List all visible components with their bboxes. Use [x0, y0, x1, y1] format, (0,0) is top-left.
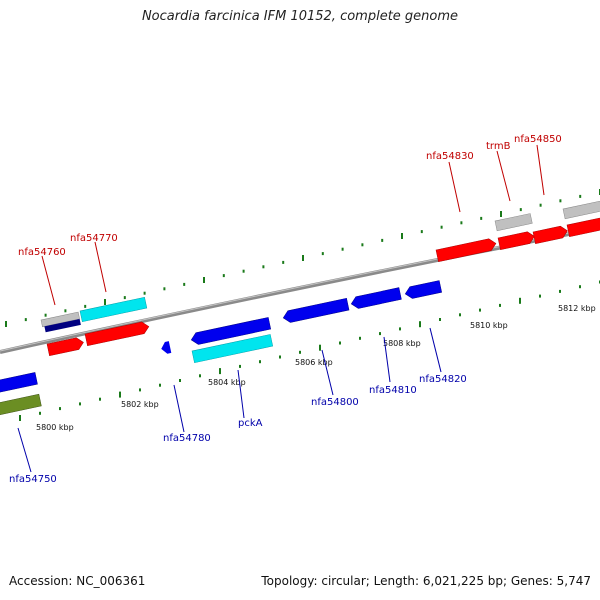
feature-blue-arrow[interactable] [350, 287, 402, 310]
scale-label: 5806 kbp [295, 358, 333, 367]
gene-label-forward[interactable]: trmB [486, 141, 511, 152]
feature-blue-arrow[interactable] [404, 280, 443, 300]
feature-grey[interactable] [494, 213, 533, 232]
feature-cyan[interactable] [191, 334, 274, 364]
feature-grey[interactable] [40, 311, 80, 328]
scale-label: 5802 kbp [121, 400, 159, 409]
scale-label: 5810 kbp [470, 321, 508, 330]
gene-label-forward[interactable]: nfa54770 [70, 233, 118, 244]
gene-label-forward[interactable]: nfa54850 [514, 134, 562, 145]
leader-lines [17, 144, 545, 473]
scale-label: 5800 kbp [36, 423, 74, 432]
feature-blue-arrow[interactable] [282, 297, 350, 323]
accession-label: Accession: NC_006361 [9, 574, 146, 588]
feature-red-arrow[interactable] [46, 337, 85, 357]
feature-navy[interactable] [44, 318, 81, 333]
feature-grey[interactable] [562, 198, 600, 220]
feature-cyan[interactable] [79, 296, 148, 323]
gene-label-reverse[interactable]: nfa54820 [419, 374, 467, 385]
gene-label-reverse[interactable]: nfa54780 [163, 433, 211, 444]
gene-label-forward[interactable]: nfa54830 [426, 151, 474, 162]
scale-labels: 5800 kbp 5802 kbp 5804 kbp 5806 kbp 5808… [36, 304, 596, 432]
forward-tick-row [5, 189, 600, 327]
forward-features [40, 198, 600, 357]
reverse-features [0, 280, 443, 418]
feature-blue-arrow[interactable] [160, 341, 172, 355]
feature-olive[interactable] [0, 393, 42, 418]
scale-label: 5804 kbp [208, 378, 246, 387]
gene-label-reverse[interactable]: nfa54750 [9, 474, 57, 485]
scale-label: 5812 kbp [558, 304, 596, 313]
feature-red-arrow[interactable] [84, 321, 150, 347]
feature-red-arrow[interactable] [497, 231, 536, 251]
genome-summary: Topology: circular; Length: 6,021,225 bp… [261, 574, 591, 588]
gene-label-reverse[interactable]: nfa54800 [311, 397, 359, 408]
feature-blue-arrow[interactable] [190, 317, 272, 345]
gene-label-reverse[interactable]: nfa54810 [369, 385, 417, 396]
feature-blue[interactable] [0, 372, 38, 395]
scale-label: 5808 kbp [383, 339, 421, 348]
gene-label-forward[interactable]: nfa54760 [18, 247, 66, 258]
reverse-tick-row [19, 280, 600, 421]
map-title: Nocardia farcinica IFM 10152, complete g… [141, 9, 459, 24]
feature-red-arrow[interactable] [566, 216, 600, 238]
feature-red-arrow[interactable] [435, 238, 497, 263]
feature-red-arrow[interactable] [532, 225, 569, 245]
gene-label-reverse[interactable]: pckA [238, 418, 263, 429]
